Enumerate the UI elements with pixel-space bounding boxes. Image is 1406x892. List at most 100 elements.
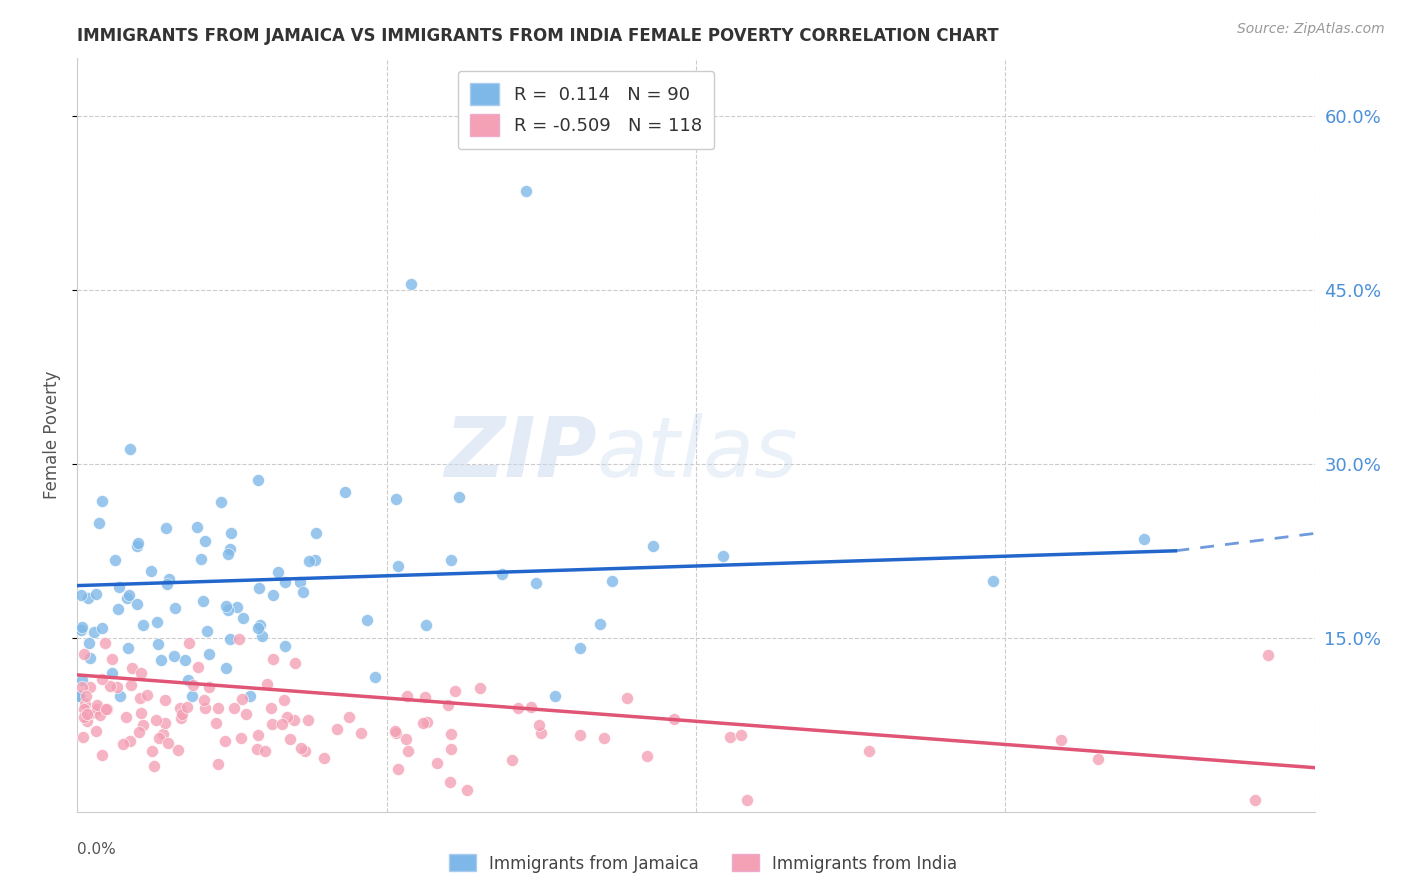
Point <box>364 670 387 684</box>
Point <box>91 493 114 508</box>
Point <box>413 690 436 704</box>
Point <box>87 516 110 530</box>
Point <box>132 717 155 731</box>
Point <box>76 714 98 729</box>
Point <box>69 588 91 602</box>
Point <box>262 652 284 666</box>
Point <box>384 723 406 738</box>
Point <box>198 647 221 661</box>
Point <box>447 490 470 504</box>
Point <box>440 553 463 567</box>
Point <box>155 520 177 534</box>
Point <box>86 698 108 712</box>
Point <box>858 744 880 758</box>
Point <box>67 689 90 703</box>
Point <box>195 624 218 639</box>
Text: IMMIGRANTS FROM JAMAICA VS IMMIGRANTS FROM INDIA FEMALE POVERTY CORRELATION CHAR: IMMIGRANTS FROM JAMAICA VS IMMIGRANTS FR… <box>77 28 998 45</box>
Point <box>217 547 239 561</box>
Point <box>174 653 197 667</box>
Y-axis label: Female Poverty: Female Poverty <box>44 371 62 499</box>
Point <box>297 713 319 727</box>
Point <box>350 726 373 740</box>
Point <box>142 759 165 773</box>
Point <box>129 690 152 705</box>
Point <box>219 632 242 646</box>
Point <box>439 774 461 789</box>
Point <box>1257 648 1279 662</box>
Text: 0.0%: 0.0% <box>77 842 117 857</box>
Point <box>415 618 437 632</box>
Point <box>187 660 209 674</box>
Point <box>283 713 305 727</box>
Point <box>253 744 276 758</box>
Point <box>250 629 273 643</box>
Point <box>131 617 153 632</box>
Point <box>70 624 93 638</box>
Point <box>337 710 360 724</box>
Point <box>172 707 194 722</box>
Point <box>730 728 752 742</box>
Point <box>169 700 191 714</box>
Point <box>155 692 177 706</box>
Point <box>1243 793 1265 807</box>
Point <box>205 715 228 730</box>
Point <box>73 710 96 724</box>
Point <box>198 680 221 694</box>
Point <box>569 728 592 742</box>
Point <box>73 697 96 711</box>
Point <box>1133 532 1156 546</box>
Point <box>105 681 128 695</box>
Point <box>125 539 148 553</box>
Point <box>86 702 108 716</box>
Point <box>260 700 283 714</box>
Legend: Immigrants from Jamaica, Immigrants from India: Immigrants from Jamaica, Immigrants from… <box>443 847 963 880</box>
Point <box>77 636 100 650</box>
Point <box>128 725 150 739</box>
Point <box>91 673 114 687</box>
Point <box>218 542 240 557</box>
Point <box>444 684 467 698</box>
Point <box>711 549 734 564</box>
Point <box>98 680 121 694</box>
Point <box>235 706 257 721</box>
Text: ZIP: ZIP <box>444 413 598 494</box>
Point <box>111 737 134 751</box>
Point <box>79 651 101 665</box>
Point <box>544 689 567 703</box>
Point <box>456 782 478 797</box>
Point <box>636 749 658 764</box>
Point <box>664 712 686 726</box>
Point <box>1050 732 1073 747</box>
Point <box>412 715 434 730</box>
Point <box>96 702 118 716</box>
Point <box>165 601 187 615</box>
Point <box>246 742 269 756</box>
Point <box>426 756 449 771</box>
Text: atlas: atlas <box>598 413 799 494</box>
Point <box>231 692 253 706</box>
Point <box>304 552 326 566</box>
Point <box>83 625 105 640</box>
Point <box>194 533 217 548</box>
Point <box>125 597 148 611</box>
Point <box>117 640 139 655</box>
Point <box>239 689 262 703</box>
Point <box>156 576 179 591</box>
Point <box>193 693 215 707</box>
Point <box>416 714 439 729</box>
Point <box>179 636 201 650</box>
Point <box>385 492 408 507</box>
Point <box>470 681 492 695</box>
Legend: R =  0.114   N = 90, R = -0.509   N = 118: R = 0.114 N = 90, R = -0.509 N = 118 <box>457 70 714 149</box>
Point <box>177 673 200 688</box>
Point <box>101 666 124 681</box>
Point <box>84 587 107 601</box>
Point <box>247 621 270 635</box>
Point <box>86 723 108 738</box>
Point <box>981 574 1004 588</box>
Point <box>270 716 292 731</box>
Point <box>108 689 131 703</box>
Point <box>616 690 638 705</box>
Point <box>256 677 278 691</box>
Point <box>326 723 349 737</box>
